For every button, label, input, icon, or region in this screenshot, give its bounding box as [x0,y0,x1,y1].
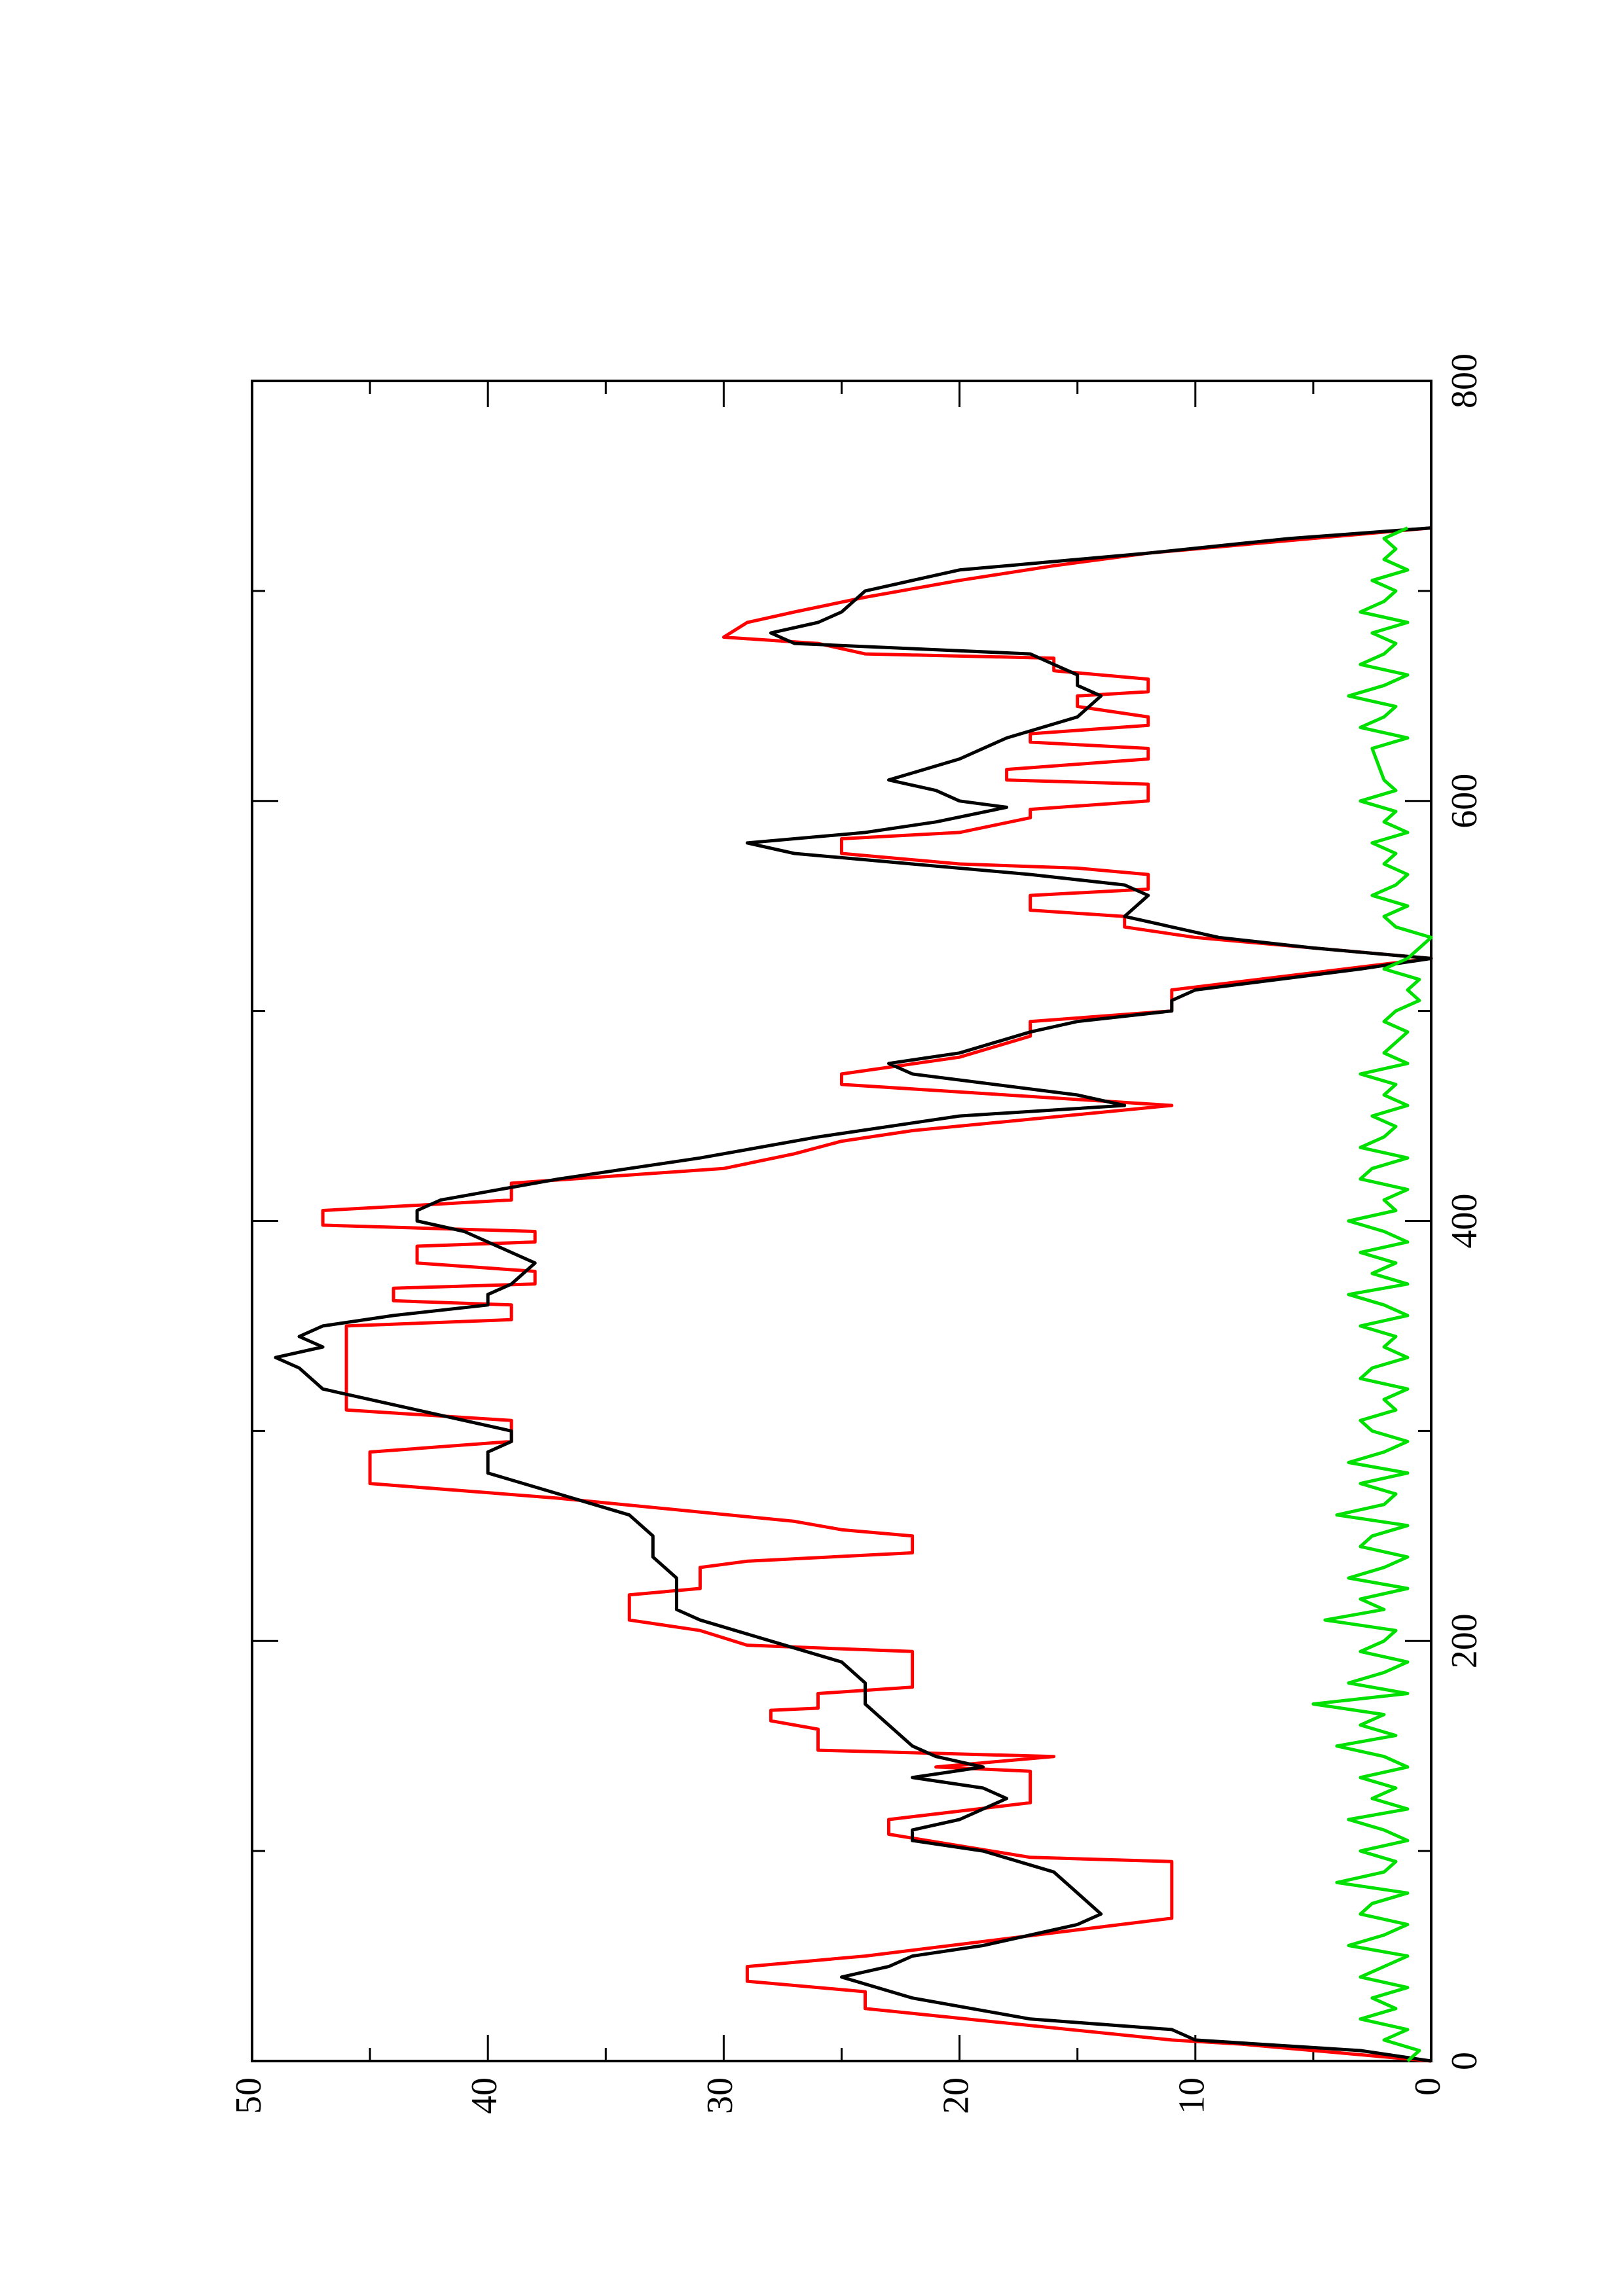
x-tick-label: 200 [1444,1613,1485,1668]
line-series [274,526,1433,2063]
y-tick-label: 20 [936,2077,976,2114]
line-series [1311,526,1433,2062]
line-series [321,526,1433,2063]
x-tick-label: 400 [1444,1194,1485,1249]
y-tick-label: 40 [464,2077,505,2114]
x-tick-label: 800 [1444,353,1485,408]
x-tick-label: 0 [1444,2052,1485,2070]
y-tick-label: 0 [1408,2077,1448,2096]
plot-frame [251,380,1432,2062]
y-tick-label: 50 [228,2077,269,2114]
x-tick-label: 600 [1444,774,1485,829]
y-tick-label: 30 [700,2077,740,2114]
y-tick-label: 10 [1172,2077,1213,2114]
